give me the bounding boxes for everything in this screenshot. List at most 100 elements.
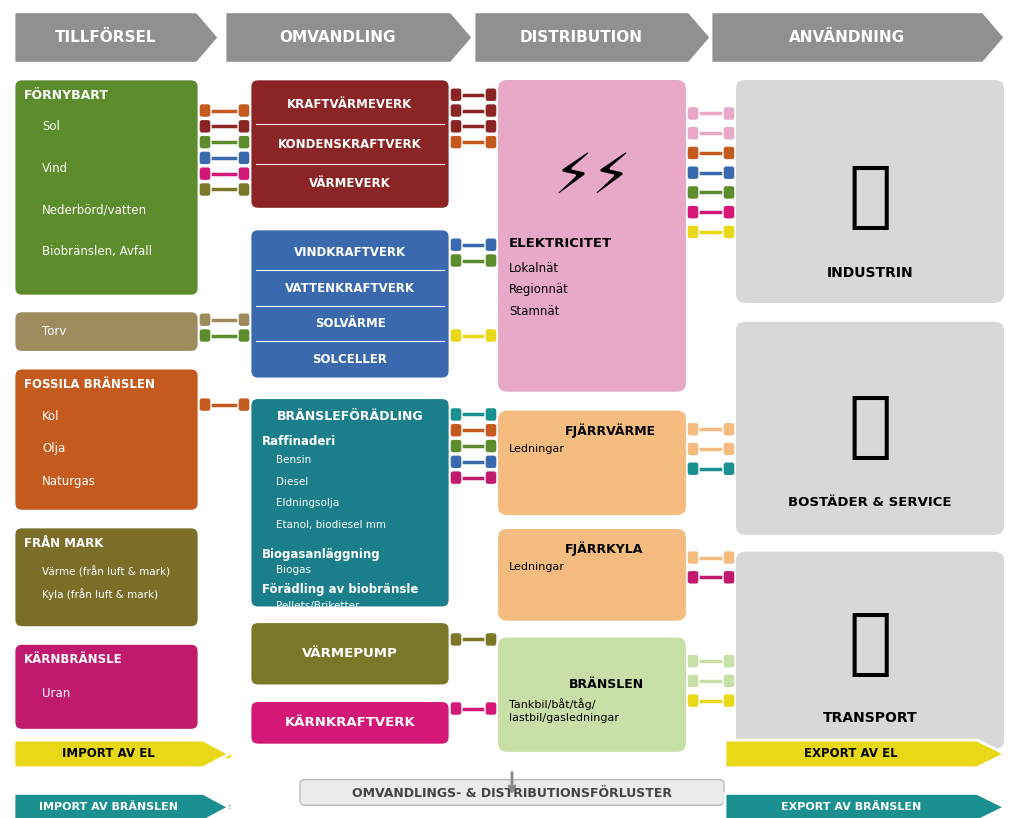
FancyBboxPatch shape — [723, 166, 735, 180]
FancyBboxPatch shape — [238, 135, 250, 149]
Text: EXPORT AV BRÄNSLEN: EXPORT AV BRÄNSLEN — [781, 802, 922, 812]
FancyBboxPatch shape — [450, 455, 462, 469]
FancyBboxPatch shape — [238, 151, 250, 164]
Text: FJÄRRKYLA: FJÄRRKYLA — [565, 542, 643, 556]
FancyBboxPatch shape — [199, 329, 211, 343]
FancyBboxPatch shape — [14, 644, 199, 730]
FancyBboxPatch shape — [723, 694, 735, 708]
FancyBboxPatch shape — [497, 528, 687, 622]
FancyBboxPatch shape — [497, 79, 687, 393]
FancyBboxPatch shape — [687, 225, 699, 239]
Text: SOLCELLER: SOLCELLER — [312, 353, 387, 366]
Text: Regionnät: Regionnät — [509, 283, 569, 296]
Text: Värme (från luft & mark): Värme (från luft & mark) — [42, 566, 170, 578]
Text: 🏭: 🏭 — [848, 163, 892, 231]
Text: TRANSPORT: TRANSPORT — [822, 711, 918, 725]
FancyBboxPatch shape — [485, 329, 497, 343]
FancyBboxPatch shape — [199, 182, 211, 196]
FancyBboxPatch shape — [485, 119, 497, 133]
Text: Diesel: Diesel — [276, 477, 308, 487]
FancyBboxPatch shape — [723, 205, 735, 219]
FancyBboxPatch shape — [687, 126, 699, 140]
FancyBboxPatch shape — [14, 79, 199, 296]
FancyBboxPatch shape — [485, 254, 497, 267]
Text: Ledningar: Ledningar — [509, 563, 565, 573]
FancyBboxPatch shape — [450, 329, 462, 343]
Text: Sol: Sol — [42, 120, 59, 133]
FancyBboxPatch shape — [723, 551, 735, 564]
FancyBboxPatch shape — [485, 424, 497, 437]
Text: BOSTÄDER & SERVICE: BOSTÄDER & SERVICE — [788, 497, 951, 510]
Text: Eldningsolja: Eldningsolja — [276, 498, 339, 508]
FancyBboxPatch shape — [485, 88, 497, 101]
FancyBboxPatch shape — [14, 368, 199, 511]
Text: FÖRNYBART: FÖRNYBART — [24, 89, 109, 101]
Text: KRAFTVÄRMEVERK: KRAFTVÄRMEVERK — [288, 98, 413, 111]
FancyBboxPatch shape — [723, 422, 735, 436]
FancyBboxPatch shape — [497, 636, 687, 753]
FancyBboxPatch shape — [238, 312, 250, 326]
FancyBboxPatch shape — [238, 119, 250, 133]
FancyBboxPatch shape — [250, 229, 450, 379]
FancyBboxPatch shape — [687, 694, 699, 708]
FancyBboxPatch shape — [723, 146, 735, 160]
Text: OMVANDLINGS- & DISTRIBUTIONSFÖRLUSTER: OMVANDLINGS- & DISTRIBUTIONSFÖRLUSTER — [352, 787, 672, 800]
Text: BRÄNSLEN: BRÄNSLEN — [569, 678, 644, 691]
FancyBboxPatch shape — [723, 442, 735, 456]
FancyBboxPatch shape — [735, 321, 1005, 536]
FancyBboxPatch shape — [485, 104, 497, 118]
FancyBboxPatch shape — [723, 570, 735, 584]
FancyBboxPatch shape — [687, 674, 699, 688]
FancyBboxPatch shape — [450, 407, 462, 421]
FancyBboxPatch shape — [485, 135, 497, 149]
FancyBboxPatch shape — [687, 442, 699, 456]
Polygon shape — [225, 11, 473, 63]
Text: FOSSILA BRÄNSLEN: FOSSILA BRÄNSLEN — [24, 378, 155, 391]
FancyBboxPatch shape — [687, 106, 699, 120]
FancyBboxPatch shape — [723, 106, 735, 120]
Text: FRÅN MARK: FRÅN MARK — [24, 537, 103, 550]
FancyBboxPatch shape — [238, 167, 250, 181]
FancyBboxPatch shape — [723, 225, 735, 239]
Text: Lokalnät: Lokalnät — [509, 262, 559, 275]
FancyBboxPatch shape — [485, 439, 497, 453]
Text: Ledningar: Ledningar — [509, 444, 565, 454]
Text: Tankbil/båt/tåg/: Tankbil/båt/tåg/ — [509, 698, 596, 709]
Text: ELEKTRICITET: ELEKTRICITET — [509, 237, 612, 249]
FancyBboxPatch shape — [485, 455, 497, 469]
Text: VÄRMEPUMP: VÄRMEPUMP — [302, 647, 398, 660]
Text: ANVÄNDNING: ANVÄNDNING — [788, 30, 905, 45]
Text: KÄRNKRAFTVERK: KÄRNKRAFTVERK — [285, 717, 416, 730]
Text: Torv: Torv — [42, 325, 67, 338]
FancyBboxPatch shape — [485, 470, 497, 484]
FancyBboxPatch shape — [199, 119, 211, 133]
Text: Förädling av biobränsle: Förädling av biobränsle — [262, 583, 419, 596]
Text: INDUSTRIN: INDUSTRIN — [826, 267, 913, 281]
FancyBboxPatch shape — [199, 167, 211, 181]
FancyBboxPatch shape — [450, 135, 462, 149]
FancyBboxPatch shape — [450, 439, 462, 453]
Polygon shape — [711, 11, 1005, 63]
Polygon shape — [14, 11, 219, 63]
FancyBboxPatch shape — [450, 254, 462, 267]
FancyBboxPatch shape — [687, 205, 699, 219]
Text: VINDKRAFTVERK: VINDKRAFTVERK — [294, 246, 407, 259]
FancyBboxPatch shape — [687, 186, 699, 200]
Text: Biogasanläggning: Biogasanläggning — [262, 548, 381, 560]
Text: ⚡⚡: ⚡⚡ — [553, 151, 631, 204]
FancyBboxPatch shape — [238, 104, 250, 118]
FancyBboxPatch shape — [238, 329, 250, 343]
Text: TILLFÖRSEL: TILLFÖRSEL — [54, 30, 157, 45]
Text: Naturgas: Naturgas — [42, 474, 96, 488]
Text: VÄRMEVERK: VÄRMEVERK — [309, 177, 391, 190]
FancyBboxPatch shape — [250, 79, 450, 209]
FancyBboxPatch shape — [723, 462, 735, 475]
FancyBboxPatch shape — [735, 79, 1005, 304]
FancyBboxPatch shape — [450, 632, 462, 646]
Text: Nederbörd/vatten: Nederbörd/vatten — [42, 204, 147, 216]
Text: KONDENSKRAFTVERK: KONDENSKRAFTVERK — [279, 137, 422, 151]
Text: SOLVÄRME: SOLVÄRME — [314, 317, 385, 330]
FancyBboxPatch shape — [687, 570, 699, 584]
FancyBboxPatch shape — [450, 104, 462, 118]
FancyBboxPatch shape — [250, 622, 450, 685]
